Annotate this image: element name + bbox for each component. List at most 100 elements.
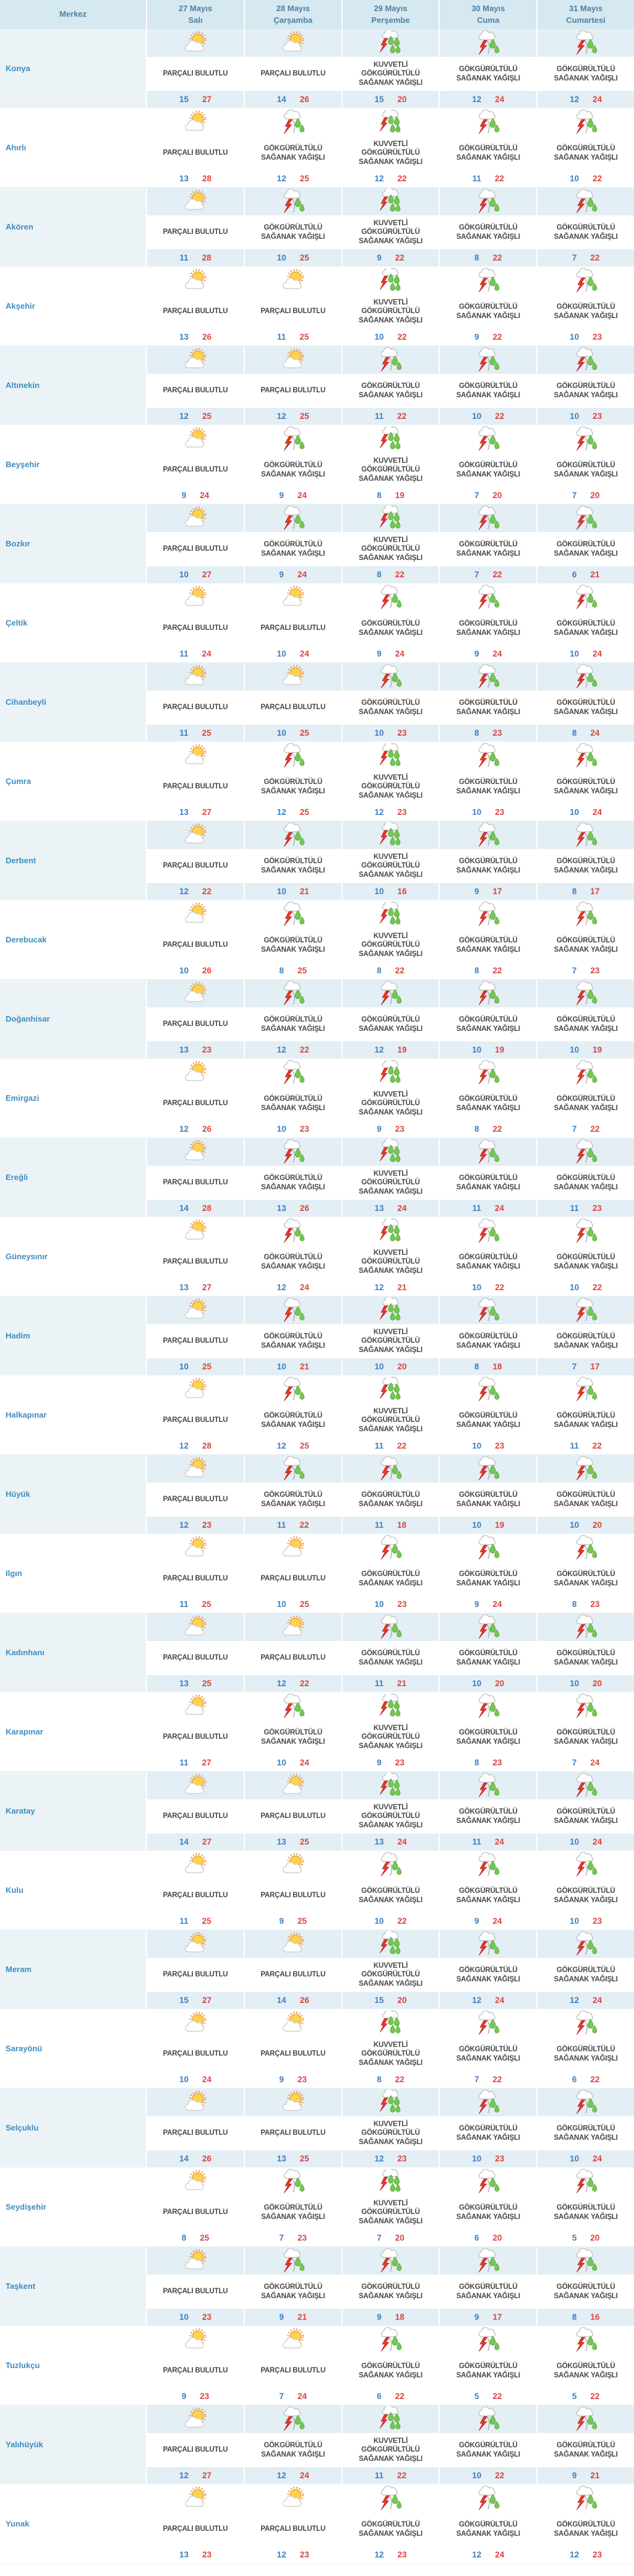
condition-text: KUVVETLİ GÖKGÜRÜLTÜLÜ SAĞANAK YAĞIŞLI xyxy=(358,853,423,879)
forecast-cell: GÖKGÜRÜLTÜLÜ SAĞANAK YAĞIŞLI 10 20 xyxy=(536,1613,634,1692)
min-temp: 12 xyxy=(276,1441,286,1450)
temperature-range: 10 22 xyxy=(440,408,537,424)
min-temp: 10 xyxy=(570,808,580,817)
temperature-range: 9 24 xyxy=(342,645,439,662)
max-temp: 26 xyxy=(299,95,309,104)
forecast-cell: GÖKGÜRÜLTÜLÜ SAĞANAK YAĞIŞLI 12 22 xyxy=(243,980,341,1058)
condition-text: GÖKGÜRÜLTÜLÜ SAĞANAK YAĞIŞLI xyxy=(554,1095,618,1112)
gok-gurultulu-saganak-yagisli-icon xyxy=(280,110,306,136)
forecast-cell: PARÇALI BULUTLU 14 28 xyxy=(146,1138,244,1217)
parcali-bulutlu-icon xyxy=(182,1614,208,1640)
temperature-range: 12 24 xyxy=(538,1992,634,2009)
gok-gurultulu-saganak-yagisli-icon xyxy=(573,1218,599,1244)
gok-gurultulu-saganak-yagisli-icon xyxy=(377,664,403,690)
forecast-cell: KUVVETLİ GÖKGÜRÜLTÜLÜ SAĞANAK YAĞIŞLI 10… xyxy=(341,1296,439,1375)
temperature-range: 12 24 xyxy=(244,1279,341,1296)
parcali-bulutlu-icon xyxy=(182,110,208,136)
district-name: Ilgın xyxy=(0,1534,146,1613)
forecast-cell: GÖKGÜRÜLTÜLÜ SAĞANAK YAĞIŞLI 9 22 xyxy=(439,267,537,345)
gok-gurultulu-saganak-yagisli-icon xyxy=(573,506,599,532)
kuvvetli-gok-gurultulu-saganak-yagisli-icon xyxy=(377,743,403,769)
condition-text: KUVVETLİ GÖKGÜRÜLTÜLÜ SAĞANAK YAĞIŞLI xyxy=(358,1962,423,1988)
gok-gurultulu-saganak-yagisli-icon xyxy=(573,2486,599,2512)
district-name: Karatay xyxy=(0,1772,146,1850)
forecast-cell: KUVVETLİ GÖKGÜRÜLTÜLÜ SAĞANAK YAĞIŞLI 15… xyxy=(341,29,439,108)
condition-text: GÖKGÜRÜLTÜLÜ SAĞANAK YAĞIŞLI xyxy=(456,858,520,874)
day-header-weekday: Çarşamba xyxy=(273,15,313,25)
forecast-cell: KUVVETLİ GÖKGÜRÜLTÜLÜ SAĞANAK YAĞIŞLI 10… xyxy=(341,821,439,900)
condition-text: GÖKGÜRÜLTÜLÜ SAĞANAK YAĞIŞLI xyxy=(554,2283,618,2300)
max-temp: 19 xyxy=(395,491,405,500)
condition-text: GÖKGÜRÜLTÜLÜ SAĞANAK YAĞIŞLI xyxy=(358,382,423,399)
max-temp: 25 xyxy=(297,1916,307,1926)
gok-gurultulu-saganak-yagisli-icon xyxy=(475,1377,501,1403)
condition-text: KUVVETLİ GÖKGÜRÜLTÜLÜ SAĞANAK YAĞIŞLI xyxy=(358,1724,423,1750)
max-temp: 19 xyxy=(593,1045,602,1054)
forecast-cell: KUVVETLİ GÖKGÜRÜLTÜLÜ SAĞANAK YAĞIŞLI 8 … xyxy=(341,504,439,583)
forecast-cell: GÖKGÜRÜLTÜLÜ SAĞANAK YAĞIŞLI 12 24 xyxy=(439,1930,537,2009)
max-temp: 17 xyxy=(492,887,502,896)
temperature-range: 8 22 xyxy=(342,962,439,979)
parcali-bulutlu-icon xyxy=(182,1852,208,1878)
gok-gurultulu-saganak-yagisli-icon xyxy=(475,585,501,611)
temperature-range: 10 19 xyxy=(440,1517,537,1533)
temperature-range: 12 27 xyxy=(147,2467,244,2484)
district-name: Ereğli xyxy=(0,1138,146,1217)
district-name: Emirgazi xyxy=(0,1059,146,1137)
temperature-range: 10 16 xyxy=(342,883,439,900)
min-temp: 10 xyxy=(472,411,482,421)
forecast-cell: PARÇALI BULUTLU 12 23 xyxy=(146,1455,244,1533)
min-temp: 10 xyxy=(570,1679,580,1688)
parcali-bulutlu-icon xyxy=(182,1218,208,1244)
temperature-range: 5 22 xyxy=(538,2388,634,2405)
min-temp: 10 xyxy=(374,728,384,738)
max-temp: 22 xyxy=(299,1679,309,1688)
max-temp: 25 xyxy=(299,1600,309,1609)
min-temp: 7 xyxy=(279,2392,284,2401)
min-temp: 10 xyxy=(570,332,580,342)
min-temp: 10 xyxy=(570,649,580,658)
temperature-range: 10 22 xyxy=(538,170,634,187)
gok-gurultulu-saganak-yagisli-icon xyxy=(475,2327,501,2353)
max-temp: 24 xyxy=(397,1204,407,1213)
max-temp: 22 xyxy=(395,2392,405,2401)
gok-gurultulu-saganak-yagisli-icon xyxy=(573,1139,599,1165)
condition-text: GÖKGÜRÜLTÜLÜ SAĞANAK YAĞIŞLI xyxy=(554,1254,618,1270)
temperature-range: 7 24 xyxy=(244,2388,341,2405)
temperature-range: 8 25 xyxy=(244,962,341,979)
condition-text: GÖKGÜRÜLTÜLÜ SAĞANAK YAĞIŞLI xyxy=(554,1650,618,1666)
condition-text: GÖKGÜRÜLTÜLÜ SAĞANAK YAĞIŞLI xyxy=(358,1016,423,1033)
min-temp: 11 xyxy=(374,411,384,421)
min-temp: 8 xyxy=(474,253,479,262)
temperature-range: 10 25 xyxy=(244,725,341,741)
gok-gurultulu-saganak-yagisli-icon xyxy=(475,2090,501,2116)
forecast-cell: KUVVETLİ GÖKGÜRÜLTÜLÜ SAĞANAK YAĞIŞLI 15… xyxy=(341,1930,439,2009)
max-temp: 28 xyxy=(202,1204,212,1213)
temperature-range: 11 24 xyxy=(440,1200,537,1217)
condition-text: GÖKGÜRÜLTÜLÜ SAĞANAK YAĞIŞLI xyxy=(456,1808,520,1825)
forecast-cell: GÖKGÜRÜLTÜLÜ SAĞANAK YAĞIŞLI 6 22 xyxy=(536,2009,634,2088)
condition-text: PARÇALI BULUTLU xyxy=(163,2288,228,2296)
min-temp: 10 xyxy=(374,332,384,342)
condition-text: PARÇALI BULUTLU xyxy=(163,1020,228,1028)
condition-text: GÖKGÜRÜLTÜLÜ SAĞANAK YAĞIŞLI xyxy=(456,2363,520,2379)
parcali-bulutlu-icon xyxy=(182,2010,208,2036)
forecast-cell: GÖKGÜRÜLTÜLÜ SAĞANAK YAĞIŞLI 8 23 xyxy=(439,1692,537,1771)
temperature-range: 10 20 xyxy=(440,1675,537,1692)
forecast-cell: PARÇALI BULUTLU 10 25 xyxy=(146,1296,244,1375)
min-temp: 10 xyxy=(276,1124,286,1134)
min-temp: 13 xyxy=(374,1204,384,1213)
kuvvetli-gok-gurultulu-saganak-yagisli-icon xyxy=(377,902,403,928)
parcali-bulutlu-icon xyxy=(182,189,208,215)
max-temp: 25 xyxy=(202,1600,212,1609)
temperature-range: 13 25 xyxy=(244,2150,341,2167)
min-temp: 11 xyxy=(472,1837,481,1846)
condition-text: PARÇALI BULUTLU xyxy=(163,149,228,157)
condition-text: GÖKGÜRÜLTÜLÜ SAĞANAK YAĞIŞLI xyxy=(358,699,423,716)
forecast-cell: GÖKGÜRÜLTÜLÜ SAĞANAK YAĞIŞLI 7 22 xyxy=(439,2009,537,2088)
condition-text: GÖKGÜRÜLTÜLÜ SAĞANAK YAĞIŞLI xyxy=(261,145,325,162)
gok-gurultulu-saganak-yagisli-icon xyxy=(573,1060,599,1086)
forecast-cell: KUVVETLİ GÖKGÜRÜLTÜLÜ SAĞANAK YAĞIŞLI 13… xyxy=(341,1772,439,1850)
temperature-range: 12 25 xyxy=(244,1437,341,1454)
condition-text: PARÇALI BULUTLU xyxy=(163,783,228,791)
